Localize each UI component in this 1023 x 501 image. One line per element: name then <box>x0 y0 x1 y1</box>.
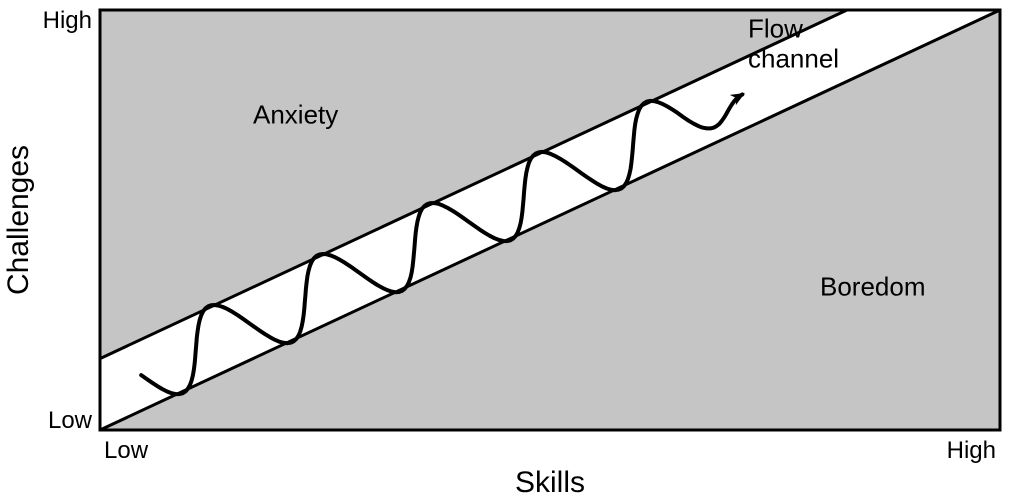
y-axis-label: Challenges <box>2 145 35 295</box>
anxiety-label: Anxiety <box>253 99 338 129</box>
y-axis-low: Low <box>48 407 93 434</box>
flow-label-line2: channel <box>748 43 839 73</box>
flow-label-line1: Flow <box>748 13 803 43</box>
y-axis-high: High <box>43 7 92 34</box>
x-axis-label: Skills <box>515 466 585 499</box>
boredom-label: Boredom <box>820 272 926 302</box>
x-axis-low: Low <box>104 437 149 464</box>
diagram-svg: Anxiety Boredom Flow channel High Low Lo… <box>0 0 1023 501</box>
x-axis-high: High <box>947 437 996 464</box>
flow-diagram: Anxiety Boredom Flow channel High Low Lo… <box>0 0 1023 501</box>
